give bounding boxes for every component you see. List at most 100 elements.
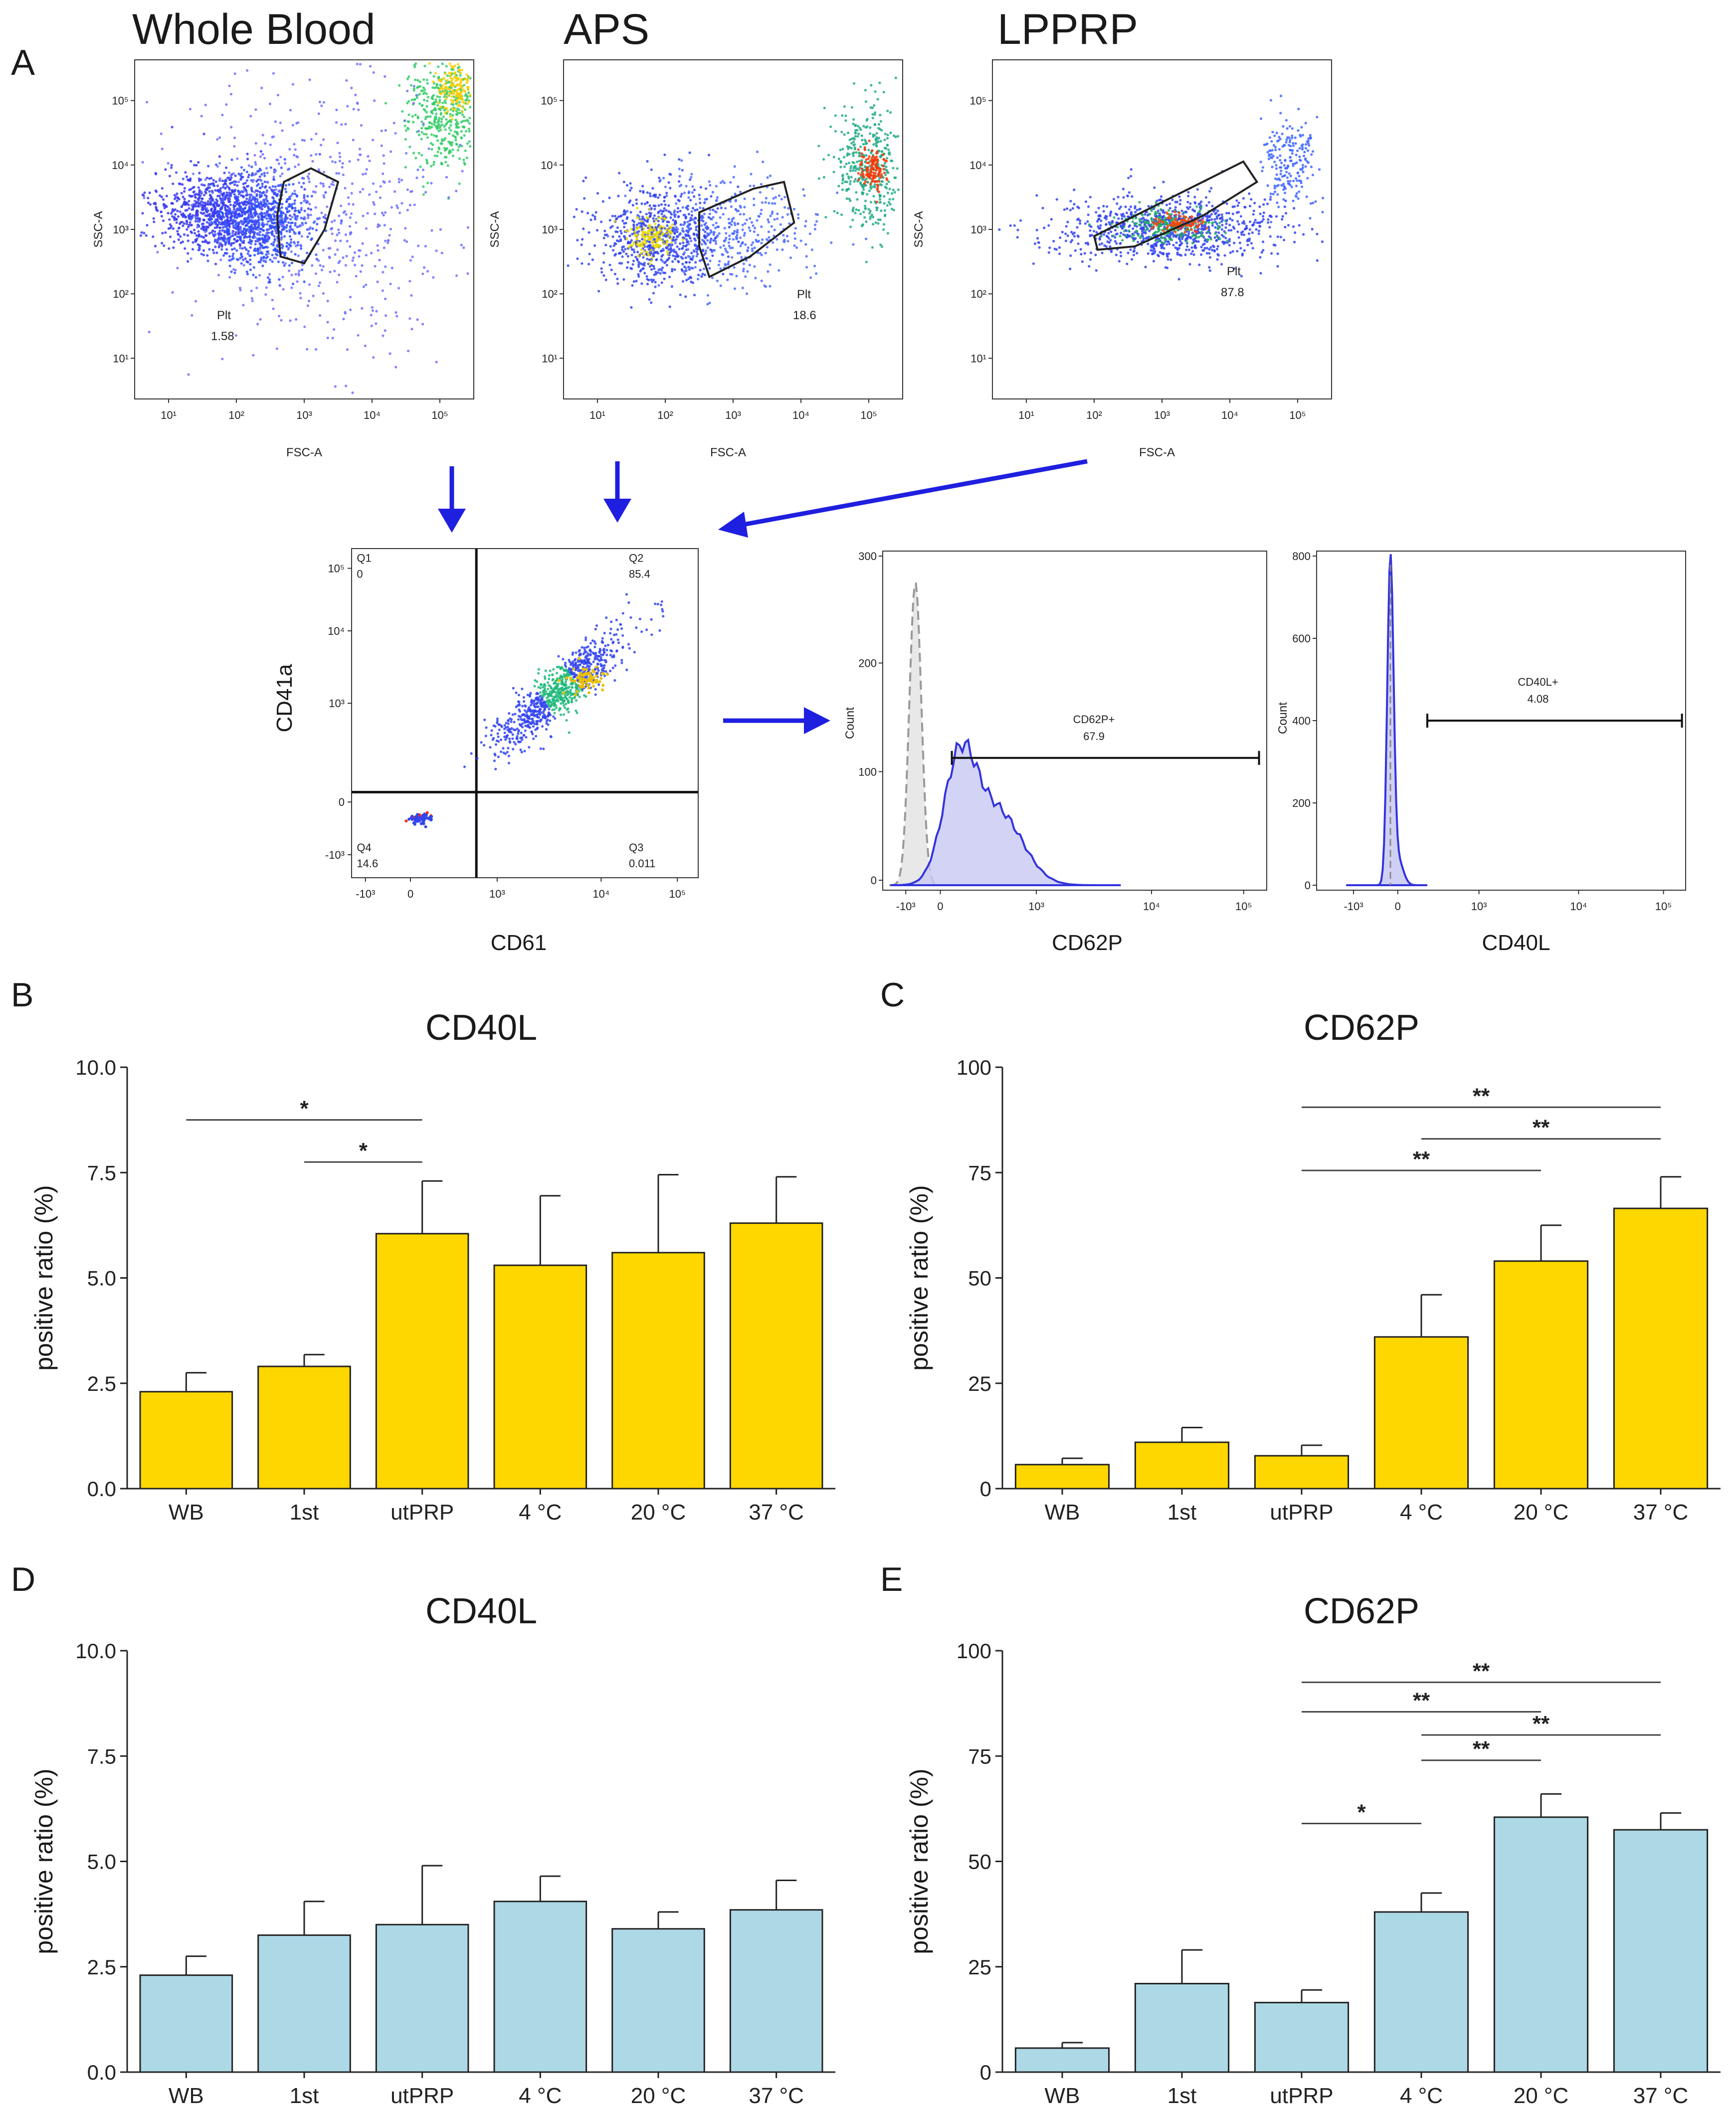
event-dot bbox=[211, 290, 215, 293]
event-dot bbox=[1260, 251, 1263, 254]
event-dot bbox=[1131, 258, 1134, 261]
event-dot bbox=[753, 197, 756, 200]
event-dot bbox=[238, 215, 241, 218]
event-dot bbox=[696, 246, 699, 249]
event-dot bbox=[646, 257, 649, 260]
event-dot bbox=[776, 212, 779, 215]
event-dot bbox=[638, 215, 641, 218]
event-dot bbox=[308, 172, 311, 176]
event-dot bbox=[445, 92, 449, 95]
event-dot bbox=[464, 149, 467, 152]
event-dot bbox=[758, 239, 761, 242]
event-dot bbox=[729, 200, 732, 203]
event-dot bbox=[648, 232, 652, 235]
event-dot bbox=[464, 93, 468, 96]
event-dot bbox=[243, 228, 246, 231]
event-dot bbox=[466, 95, 469, 98]
event-dot bbox=[700, 275, 703, 278]
event-dot bbox=[676, 210, 679, 213]
event-dot bbox=[404, 129, 408, 132]
event-dot bbox=[893, 176, 896, 179]
event-dot bbox=[681, 206, 684, 209]
event-dot bbox=[866, 125, 869, 128]
event-dot bbox=[306, 304, 309, 307]
event-dot bbox=[264, 186, 267, 189]
event-dot bbox=[846, 145, 849, 148]
event-dot bbox=[264, 234, 267, 237]
event-dot bbox=[464, 108, 467, 111]
event-dot bbox=[436, 125, 439, 128]
event-dot bbox=[652, 278, 655, 282]
event-dot bbox=[350, 212, 353, 215]
event-dot bbox=[439, 112, 443, 115]
event-dot bbox=[732, 176, 735, 179]
event-dot bbox=[288, 230, 291, 233]
x-tick-label: 10⁵ bbox=[860, 409, 877, 421]
event-dot bbox=[228, 222, 231, 225]
event-dot bbox=[253, 254, 256, 257]
event-dot bbox=[228, 237, 231, 240]
event-dot bbox=[685, 269, 688, 272]
event-dot bbox=[394, 366, 397, 369]
event-dot bbox=[840, 213, 843, 216]
event-dot bbox=[336, 281, 339, 284]
event-dot bbox=[223, 172, 226, 175]
event-dot bbox=[875, 132, 878, 135]
event-dot bbox=[845, 181, 848, 184]
event-dot bbox=[875, 169, 878, 172]
event-dot bbox=[667, 230, 670, 234]
event-dot bbox=[263, 215, 266, 219]
event-dot bbox=[218, 136, 221, 139]
event-dot bbox=[668, 248, 671, 251]
event-dot bbox=[744, 275, 747, 278]
event-dot bbox=[871, 106, 874, 109]
event-dot bbox=[741, 286, 744, 290]
event-dot bbox=[742, 262, 745, 265]
event-dot bbox=[397, 178, 400, 181]
event-dot bbox=[704, 242, 707, 245]
event-dot bbox=[294, 253, 297, 256]
event-dot bbox=[290, 286, 293, 289]
event-dot bbox=[451, 83, 454, 86]
event-dot bbox=[648, 207, 651, 210]
event-dot bbox=[690, 239, 693, 242]
event-dot bbox=[246, 273, 249, 276]
event-dot bbox=[439, 129, 442, 132]
event-dot bbox=[1259, 272, 1262, 275]
event-dot bbox=[249, 246, 252, 249]
event-dot bbox=[696, 233, 699, 236]
event-dot bbox=[1128, 191, 1131, 194]
event-dot bbox=[180, 205, 183, 208]
event-dot bbox=[197, 161, 200, 164]
event-dot bbox=[216, 138, 219, 141]
event-dot bbox=[666, 250, 669, 253]
event-dot bbox=[285, 245, 288, 248]
event-dot bbox=[690, 176, 693, 179]
event-dot bbox=[260, 216, 263, 219]
event-dot bbox=[690, 251, 693, 254]
event-dot bbox=[676, 235, 679, 238]
event-dot bbox=[862, 175, 865, 178]
event-dot bbox=[673, 268, 676, 271]
event-dot bbox=[430, 122, 433, 125]
event-dot bbox=[403, 124, 406, 127]
event-dot bbox=[850, 176, 853, 179]
event-dot bbox=[298, 211, 301, 214]
event-dot bbox=[1233, 241, 1236, 244]
event-dot bbox=[750, 243, 753, 246]
event-dot bbox=[742, 269, 745, 273]
event-dot bbox=[753, 230, 756, 233]
event-dot bbox=[236, 235, 239, 238]
event-dot bbox=[446, 121, 449, 124]
event-dot bbox=[435, 249, 438, 252]
event-dot bbox=[421, 89, 424, 92]
event-dot bbox=[289, 244, 292, 247]
event-dot bbox=[423, 98, 426, 102]
event-dot bbox=[761, 201, 764, 204]
event-dot bbox=[193, 164, 196, 167]
event-dot bbox=[454, 71, 457, 74]
event-dot bbox=[310, 237, 314, 240]
event-dot bbox=[214, 222, 217, 225]
event-dot bbox=[721, 180, 724, 183]
event-dot bbox=[618, 262, 621, 265]
